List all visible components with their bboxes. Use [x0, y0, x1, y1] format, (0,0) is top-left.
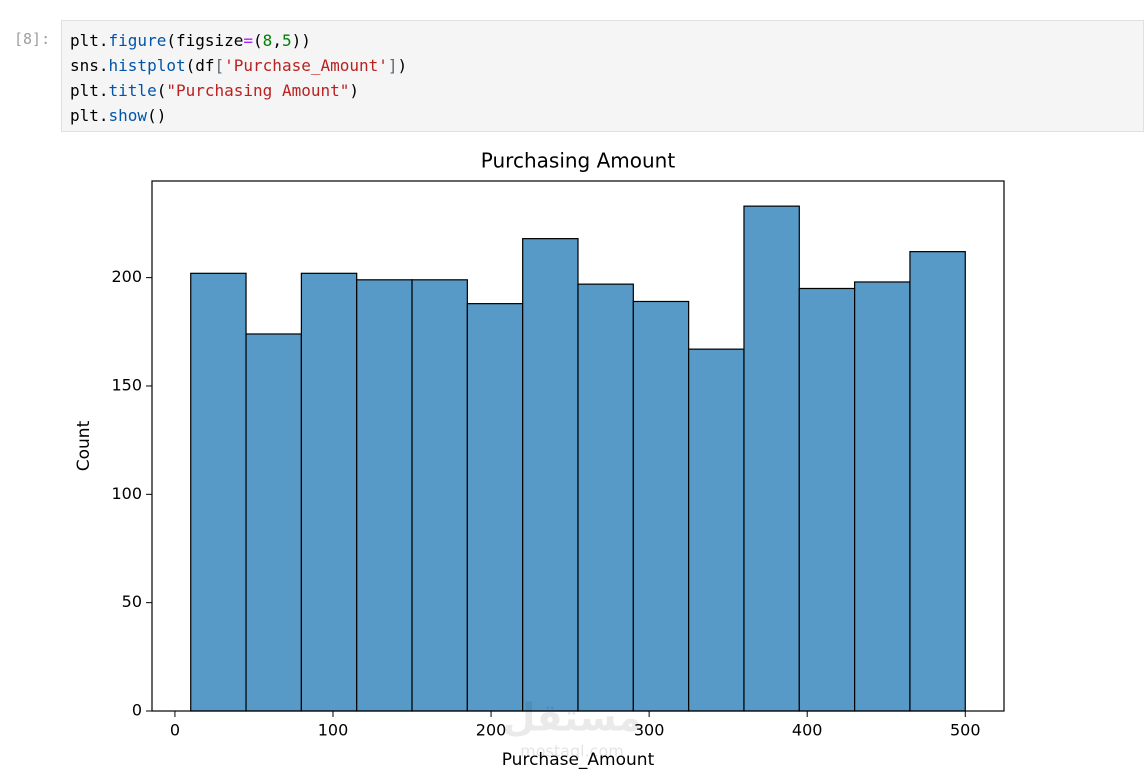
histogram-bar: [577, 283, 634, 712]
watermark-site: mostaql.com: [520, 742, 624, 761]
histogram-bar: [466, 303, 524, 712]
chart-title: Purchasing Amount: [481, 149, 676, 173]
histogram-bar: [356, 279, 413, 712]
code-token: title: [108, 81, 157, 100]
code-line: plt.title("Purchasing Amount"): [70, 78, 1143, 103]
code-token: "Purchasing Amount": [166, 81, 350, 100]
histogram-bar: [632, 300, 690, 712]
code-token: ): [397, 56, 408, 75]
code-token: =: [243, 31, 254, 50]
x-tick-label: 500: [950, 721, 981, 740]
axes-frame: [151, 180, 1005, 712]
code-token: (: [253, 31, 263, 50]
x-tick-label: 0: [170, 721, 180, 740]
code-token: (figsize: [166, 31, 244, 50]
histogram-bar: [190, 272, 247, 712]
x-axis-label: Purchase_Amount: [502, 750, 655, 770]
histogram-bar: [743, 205, 800, 712]
watermark-logo: مستقل: [503, 696, 642, 740]
cell-prompt: [8]:: [14, 30, 51, 48]
x-tick-label: 400: [792, 721, 823, 740]
code-token: ,: [272, 31, 282, 50]
code-token: figure: [108, 31, 167, 50]
code-token: 5: [281, 31, 292, 50]
histogram-bar: [245, 333, 302, 712]
histogram-bar: [688, 348, 745, 712]
code-token: (): [147, 106, 167, 125]
histogram-bar: [411, 279, 468, 712]
code-token: plt.: [70, 81, 109, 100]
x-tick-label: 300: [634, 721, 665, 740]
code-token: [: [214, 56, 225, 75]
histogram-bar: [909, 251, 966, 712]
code-cell[interactable]: plt.figure(figsize=(8,5)) sns.histplot(df…: [61, 20, 1144, 132]
y-tick-label: 50: [122, 592, 142, 611]
histogram-bar: [854, 281, 911, 712]
x-tick-label: 100: [318, 721, 349, 740]
y-tick-label: 100: [111, 484, 142, 503]
x-tick-label: 200: [476, 721, 507, 740]
code-token: ): [349, 81, 360, 100]
histogram-bar: [522, 238, 579, 712]
code-token: 8: [262, 31, 273, 50]
code-token: plt.: [70, 31, 109, 50]
code-token: (: [156, 81, 167, 100]
code-token: histplot: [108, 56, 186, 75]
y-tick-label: 0: [132, 701, 142, 720]
y-tick-label: 200: [111, 267, 142, 286]
code-token: ]: [387, 56, 398, 75]
code-line: plt.figure(figsize=(8,5)): [70, 28, 1143, 53]
code-token: )): [291, 31, 311, 50]
code-line: sns.histplot(df['Purchase_Amount']): [70, 53, 1143, 78]
code-token: (df: [185, 56, 215, 75]
code-token: show: [108, 106, 148, 125]
code-token: 'Purchase_Amount': [224, 56, 388, 75]
code-line: plt.show(): [70, 103, 1143, 128]
y-axis-label: Count: [74, 420, 94, 471]
chart: Purchasing Amount Purchase_Amount Count …: [74, 149, 1005, 770]
histogram-bar: [798, 287, 856, 712]
code-token: plt.: [70, 106, 109, 125]
code-token: sns.: [70, 56, 109, 75]
histogram-bar: [300, 272, 358, 712]
y-tick-label: 150: [111, 375, 142, 394]
